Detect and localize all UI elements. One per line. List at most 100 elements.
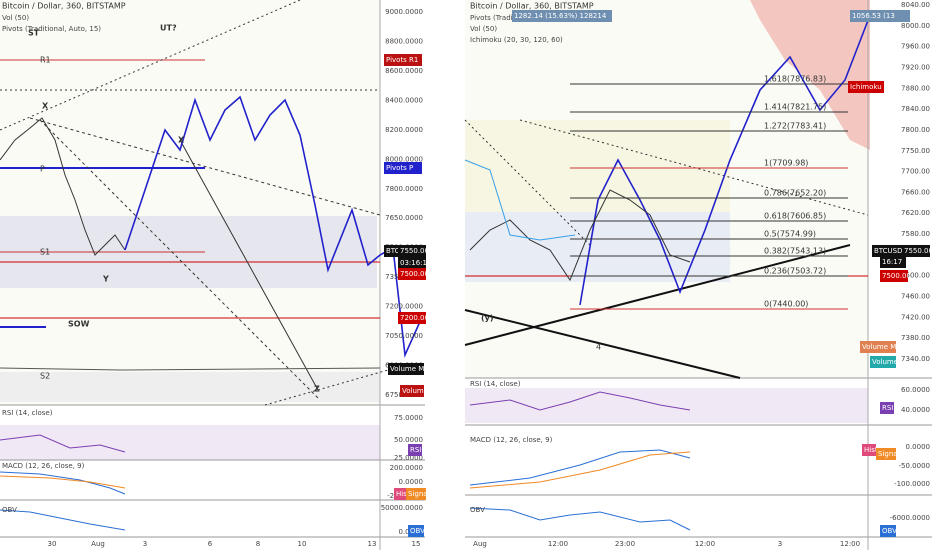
header-tag: 1282.14 (15.63%) 128214 xyxy=(514,12,607,20)
price-axis-label: 7800.0000 xyxy=(385,185,423,193)
annotation: ST xyxy=(28,29,40,38)
time-axis-label: 13 xyxy=(368,540,377,548)
price-tag-bg xyxy=(384,162,422,174)
fib-band xyxy=(465,212,730,282)
price-axis-label: 7340.00 xyxy=(901,355,930,363)
price-tag-bg xyxy=(388,363,424,375)
price-axis-label: 8000.00 xyxy=(901,22,930,30)
price-tag: 7550.00 xyxy=(400,247,429,255)
price-axis-label: 7650.0000 xyxy=(385,214,423,222)
signal-line xyxy=(469,451,691,489)
price-tag: 7550.00 xyxy=(904,247,932,255)
time-axis-label: 8 xyxy=(256,540,260,548)
fib-label: 1.272(7783.41) xyxy=(764,122,826,131)
price-tag-bg xyxy=(860,341,896,353)
price-tag-bg xyxy=(398,268,426,280)
price-axis-label: 7200.0000 xyxy=(385,303,423,311)
time-axis-label: 10 xyxy=(298,540,307,548)
price-axis-label: 7620.00 xyxy=(901,209,930,217)
price-tag: Volume xyxy=(872,358,898,366)
fib-label: 0.618(7606.85) xyxy=(764,212,826,221)
price-tag-bg xyxy=(398,245,426,257)
fib-label: 0.236(7503.72) xyxy=(764,267,826,276)
price-axis-label: 8000.0000 xyxy=(385,155,423,163)
price-axis-label: 8200.0000 xyxy=(385,126,423,134)
rsi-tag: RSI xyxy=(882,404,893,412)
price-tag-bg xyxy=(398,257,426,269)
ichimoku-line xyxy=(464,159,576,241)
price-tag: 7500.00 xyxy=(882,272,911,280)
rsi-title: RSI (14, close) xyxy=(470,380,521,388)
signal-line xyxy=(0,475,126,489)
price-axis-label: 7380.00 xyxy=(901,334,930,342)
time-axis-label: 12:00 xyxy=(695,540,715,548)
macd-hist-tag-bg xyxy=(862,444,876,456)
rsi-title: RSI (14, close) xyxy=(2,409,53,417)
time-axis-label: Aug xyxy=(91,540,105,548)
price-tag: Pivots P xyxy=(386,164,413,172)
price-axis-label: 7750.00 xyxy=(901,147,930,155)
obv-title: OBV xyxy=(2,506,17,514)
rsi-axis-label: 40.0000 xyxy=(901,406,930,414)
price-tag-bg xyxy=(902,245,930,257)
fib-label: 0(7440.00) xyxy=(764,300,808,309)
rsi-tag: RSI xyxy=(410,446,421,454)
annotation: Y xyxy=(102,275,109,284)
obv-line xyxy=(0,509,126,531)
time-axis-label: 30 xyxy=(48,540,57,548)
header-tag-bg xyxy=(512,10,612,22)
indicator: Pivots (Traditional, Auto, 15) xyxy=(2,25,101,33)
rsi-tag-bg xyxy=(408,444,422,456)
price-tag: Volume xyxy=(402,387,428,395)
rsi-line xyxy=(469,391,691,411)
time-axis-label: 3 xyxy=(143,540,147,548)
annotation: 4 xyxy=(596,343,601,352)
time-axis-label: Aug xyxy=(473,540,487,548)
price-line xyxy=(0,117,126,256)
price-axis-label: 7500.00 xyxy=(901,272,930,280)
macd-axis-label: 0.0000 xyxy=(399,478,424,486)
rsi-line xyxy=(0,434,126,453)
price-tag-bg xyxy=(880,270,908,282)
macd-hist-tag-bg xyxy=(394,488,408,500)
macd-axis-label: 200.0000 xyxy=(390,464,423,472)
fib-label: 1.414(7821.75) xyxy=(764,103,826,112)
price-tag: Volume MA xyxy=(390,365,429,373)
header-tag-bg xyxy=(850,10,910,22)
projection-path xyxy=(579,9,873,306)
obv-axis-label: -6000.0000 xyxy=(890,514,930,522)
price-tag: 7500.00 xyxy=(400,270,429,278)
time-axis-label: 12:00 xyxy=(840,540,860,548)
price-axis-label: 8600.0000 xyxy=(385,67,423,75)
price-axis-label: 7420.00 xyxy=(901,313,930,321)
obv-tag-bg xyxy=(880,525,896,537)
indicator: Ichimoku (20, 30, 120, 60) xyxy=(470,36,563,44)
price-tag-bg xyxy=(870,356,896,368)
rsi-axis-label: 25.0000 xyxy=(394,454,423,462)
title: Bitcoin / Dollar, 360, BITSTAMP xyxy=(470,2,594,11)
price-axis-label: 7700.00 xyxy=(901,168,930,176)
annotation: P xyxy=(40,165,45,174)
rsi-band xyxy=(465,388,868,423)
rsi-axis-label: 50.0000 xyxy=(394,436,423,444)
trendline xyxy=(29,117,381,216)
annotation: X xyxy=(178,136,185,145)
macd-hist-tag: Hist xyxy=(396,490,410,498)
macd-hist-tag: Hist xyxy=(864,446,878,454)
price-axis-label: 7800.00 xyxy=(901,126,930,134)
price-tag-bg xyxy=(848,81,884,93)
left-main-bg xyxy=(0,0,380,405)
annotation: S1 xyxy=(40,248,50,257)
rsi-band xyxy=(0,425,380,460)
projection-path xyxy=(124,95,424,358)
fib-label: 0.5(7574.99) xyxy=(764,230,816,239)
time-axis-label: 23:00 xyxy=(615,540,635,548)
price-axis-label: 7960.00 xyxy=(901,43,930,51)
fib-label: 1(7709.98) xyxy=(764,159,808,168)
time-axis-label: 12:00 xyxy=(548,540,568,548)
macd-signal-tag-bg xyxy=(406,488,426,500)
price-tag-bg xyxy=(872,245,902,257)
annotation: X xyxy=(42,102,49,111)
macd-title: MACD (12, 26, close, 9) xyxy=(2,462,85,470)
